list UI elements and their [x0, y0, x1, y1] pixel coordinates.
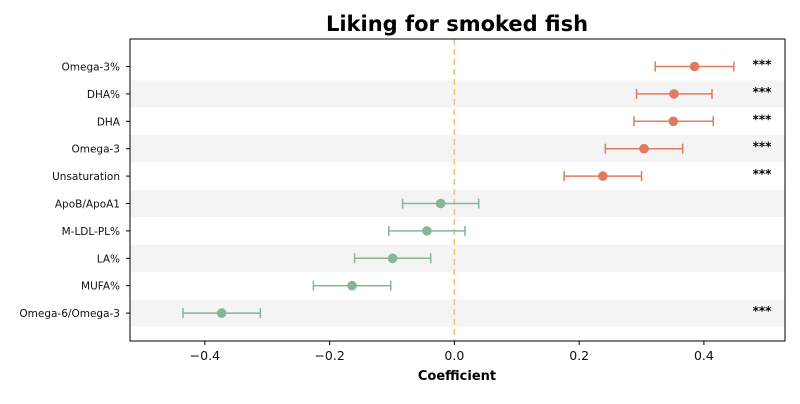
significance-label: ***	[753, 85, 773, 99]
point-estimate	[435, 198, 446, 209]
point-estimate	[669, 89, 679, 99]
row-stripe	[130, 244, 785, 272]
point-estimate	[347, 280, 357, 291]
point-estimate	[668, 116, 679, 127]
point-estimate	[689, 61, 700, 72]
x-tick-label: 0.4	[694, 348, 714, 363]
x-tick-label: −0.2	[314, 348, 344, 363]
y-tick-label: Unsaturation	[52, 171, 120, 183]
point-estimate	[216, 308, 227, 318]
point-estimate	[387, 253, 398, 264]
point-estimate	[598, 171, 608, 181]
point-estimate	[639, 143, 649, 154]
y-tick-label: LA%	[97, 253, 120, 265]
row-stripe	[130, 135, 785, 163]
y-tick-label: Omega-3%	[62, 62, 121, 74]
x-tick-label: 0.2	[569, 348, 589, 363]
x-tick-label: 0.0	[444, 348, 464, 363]
significance-label: ***	[753, 167, 773, 181]
y-tick-label: DHA%	[87, 89, 120, 101]
significance-label: ***	[753, 112, 773, 126]
significance-label: ***	[753, 140, 773, 154]
y-tick-label: DHA	[97, 116, 121, 128]
y-tick-label: ApoB/ApoA1	[55, 199, 120, 211]
plot-frame	[129, 38, 786, 342]
x-tick-label: −0.4	[190, 348, 220, 363]
chart-title: Liking for smoked fish	[326, 12, 588, 36]
point-estimate	[422, 226, 432, 236]
x-axis-label: Coefficient	[418, 369, 496, 384]
y-tick-label: MUFA%	[81, 281, 120, 293]
y-tick-label: Omega-3	[71, 144, 120, 156]
significance-label: ***	[753, 304, 773, 318]
y-tick-label: Omega-6/Omega-3	[19, 308, 120, 320]
y-tick-label: M-LDL-PL%	[62, 226, 120, 238]
significance-label: ***	[753, 58, 773, 72]
